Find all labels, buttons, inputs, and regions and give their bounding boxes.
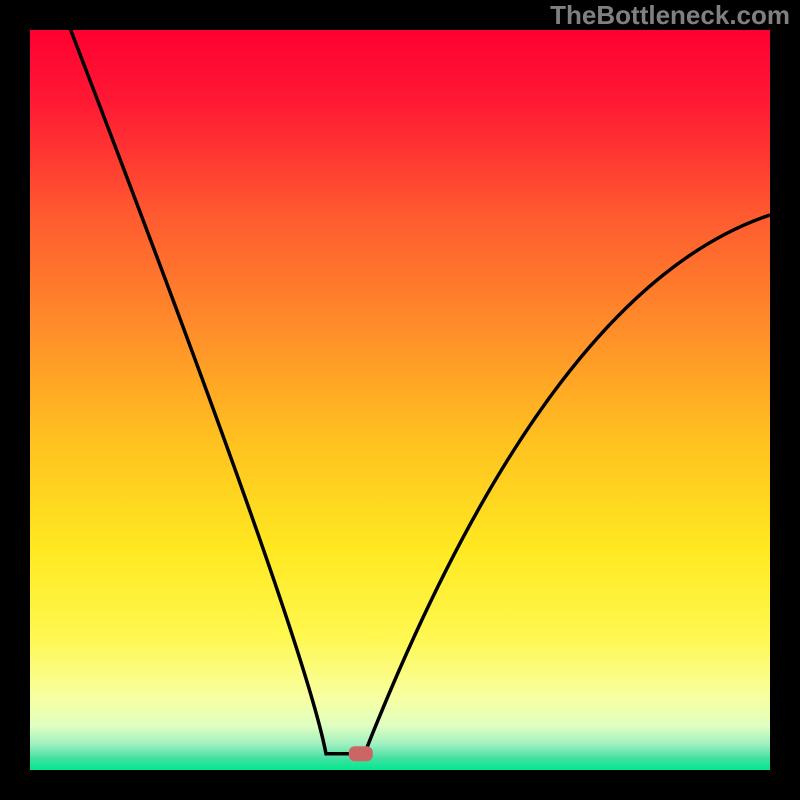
plot-background <box>30 30 770 770</box>
optimal-point-marker <box>349 746 373 761</box>
chart-frame <box>0 0 800 800</box>
chart-container: TheBottleneck.com <box>0 0 800 800</box>
watermark-text: TheBottleneck.com <box>550 0 790 31</box>
